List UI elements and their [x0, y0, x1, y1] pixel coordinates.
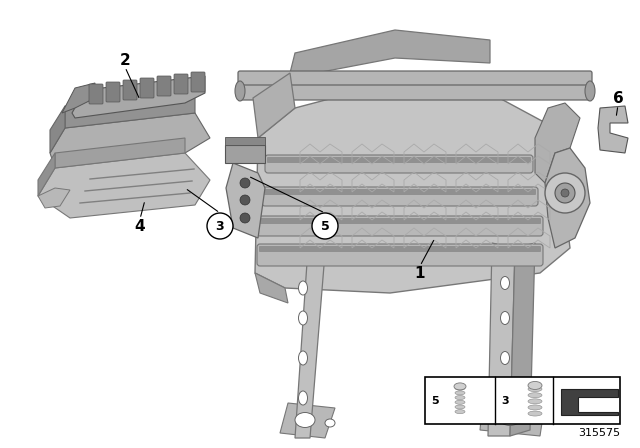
- Circle shape: [207, 213, 233, 239]
- Ellipse shape: [455, 400, 465, 404]
- Text: 2: 2: [120, 52, 131, 68]
- Polygon shape: [255, 273, 288, 303]
- Polygon shape: [488, 243, 515, 436]
- Polygon shape: [290, 30, 490, 78]
- Ellipse shape: [585, 81, 595, 101]
- FancyBboxPatch shape: [259, 218, 541, 224]
- FancyBboxPatch shape: [262, 187, 538, 206]
- Bar: [225, 145, 265, 163]
- Circle shape: [545, 173, 585, 213]
- Text: 6: 6: [612, 90, 623, 105]
- Polygon shape: [295, 248, 325, 438]
- Ellipse shape: [298, 311, 307, 325]
- Polygon shape: [65, 91, 195, 128]
- Ellipse shape: [298, 281, 307, 295]
- Ellipse shape: [455, 405, 465, 409]
- FancyBboxPatch shape: [89, 84, 103, 104]
- FancyBboxPatch shape: [257, 244, 543, 266]
- FancyBboxPatch shape: [140, 78, 154, 98]
- Polygon shape: [55, 138, 185, 168]
- Ellipse shape: [298, 351, 307, 365]
- Polygon shape: [280, 403, 335, 438]
- FancyBboxPatch shape: [267, 157, 531, 163]
- Ellipse shape: [500, 276, 509, 289]
- Polygon shape: [50, 113, 210, 168]
- Text: 315575: 315575: [578, 428, 620, 438]
- Ellipse shape: [455, 391, 465, 395]
- Circle shape: [240, 178, 250, 188]
- Polygon shape: [545, 148, 590, 248]
- Text: 1: 1: [415, 266, 425, 280]
- Ellipse shape: [499, 410, 521, 426]
- Ellipse shape: [298, 391, 307, 405]
- Ellipse shape: [500, 311, 509, 324]
- FancyBboxPatch shape: [174, 74, 188, 94]
- FancyBboxPatch shape: [191, 72, 205, 92]
- Ellipse shape: [500, 352, 509, 365]
- Ellipse shape: [528, 411, 542, 416]
- Polygon shape: [308, 246, 330, 253]
- FancyBboxPatch shape: [259, 246, 541, 252]
- Polygon shape: [38, 153, 55, 196]
- Ellipse shape: [454, 383, 466, 390]
- Bar: [425, 377, 620, 424]
- FancyBboxPatch shape: [238, 84, 592, 100]
- Ellipse shape: [455, 409, 465, 414]
- FancyBboxPatch shape: [238, 71, 592, 85]
- Circle shape: [240, 195, 250, 205]
- Ellipse shape: [528, 399, 542, 404]
- FancyBboxPatch shape: [264, 189, 536, 195]
- Ellipse shape: [235, 81, 245, 101]
- Polygon shape: [480, 398, 545, 436]
- FancyBboxPatch shape: [106, 82, 120, 102]
- Polygon shape: [598, 106, 628, 153]
- Polygon shape: [253, 73, 295, 138]
- Ellipse shape: [528, 405, 542, 410]
- Polygon shape: [62, 83, 95, 113]
- Ellipse shape: [534, 413, 546, 423]
- Polygon shape: [510, 243, 535, 436]
- Circle shape: [561, 189, 569, 197]
- Polygon shape: [535, 103, 580, 183]
- Circle shape: [555, 183, 575, 203]
- Circle shape: [312, 213, 338, 239]
- Text: 3: 3: [216, 220, 224, 233]
- Ellipse shape: [455, 396, 465, 400]
- Polygon shape: [226, 163, 265, 238]
- Polygon shape: [38, 188, 70, 208]
- Ellipse shape: [528, 381, 542, 389]
- Ellipse shape: [528, 387, 542, 392]
- Text: 5: 5: [431, 396, 438, 405]
- Polygon shape: [50, 106, 65, 153]
- Polygon shape: [255, 83, 570, 293]
- Ellipse shape: [528, 393, 542, 398]
- Ellipse shape: [500, 392, 509, 405]
- Text: 5: 5: [321, 220, 330, 233]
- Ellipse shape: [455, 386, 465, 390]
- FancyBboxPatch shape: [157, 76, 171, 96]
- Ellipse shape: [325, 419, 335, 427]
- Text: 4: 4: [134, 219, 145, 233]
- FancyBboxPatch shape: [123, 80, 137, 100]
- FancyBboxPatch shape: [265, 155, 533, 173]
- Polygon shape: [38, 153, 210, 218]
- FancyBboxPatch shape: [257, 216, 543, 236]
- Bar: [225, 137, 265, 145]
- Text: 3: 3: [501, 396, 509, 405]
- Ellipse shape: [295, 413, 315, 427]
- Circle shape: [240, 213, 250, 223]
- Polygon shape: [72, 76, 205, 118]
- Polygon shape: [561, 389, 618, 415]
